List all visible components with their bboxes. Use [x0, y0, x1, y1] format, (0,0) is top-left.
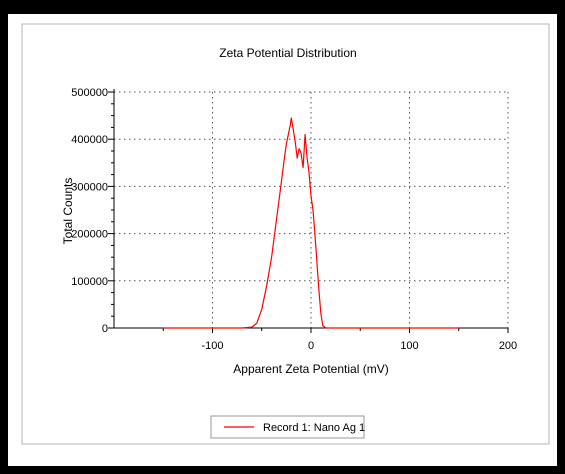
y-tick-label: 400000: [71, 134, 108, 146]
y-tick-label: 300000: [71, 181, 108, 193]
series-line: [163, 117, 459, 329]
data-series: [163, 117, 459, 329]
tick-labels: 0 100000 200000 300000 400000 500000 -100 0 100 2…: [71, 87, 517, 352]
y-tick-label: 200000: [71, 229, 108, 241]
y-axis-title: Total Counts: [61, 178, 75, 245]
y-tick-label: 0: [102, 323, 108, 335]
x-tick-label: -100: [201, 340, 223, 352]
y-tick-label: 100000: [71, 276, 108, 288]
legend: Record 1: Nano Ag 1: [210, 415, 365, 439]
y-tick-label: 500000: [71, 87, 108, 99]
legend-label: Record 1: Nano Ag 1: [263, 422, 365, 434]
x-axis-title: Apparent Zeta Potential (mV): [233, 362, 388, 376]
x-tick-label: 200: [499, 340, 517, 352]
grid-lines: [114, 91, 509, 328]
chart-title: Zeta Potential Distribution: [219, 46, 356, 60]
x-tick-label: 0: [308, 340, 314, 352]
legend-box: [210, 415, 365, 439]
x-tick-label: 100: [400, 340, 418, 352]
tick-marks: [108, 91, 509, 333]
